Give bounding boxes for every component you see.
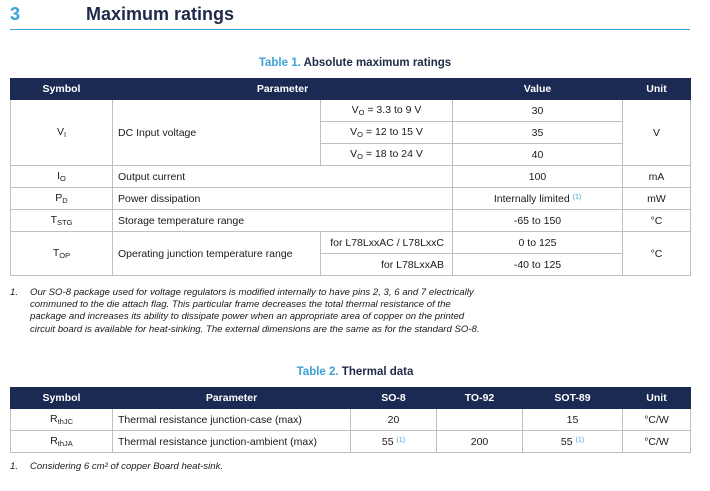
table-row: VO = 18 to 24 V 40: [11, 143, 691, 166]
table2-caption-text: Thermal data: [341, 366, 414, 378]
footnote-text: Considering 6 cm² of copper Board heat-s…: [30, 461, 224, 472]
io-parameter: Output current: [112, 165, 453, 188]
table1-caption-text: Absolute maximum ratings: [303, 57, 452, 69]
top-condition: for L78LxxAB: [320, 253, 453, 276]
table2-header-unit: Unit: [622, 387, 691, 409]
pd-parameter: Power dissipation: [112, 187, 453, 210]
rthjc-so8: 20: [350, 408, 437, 431]
rthja-parameter: Thermal resistance junction-ambient (max…: [112, 430, 351, 453]
table-row: PD Power dissipation Internally limited …: [10, 187, 691, 210]
footnote-number: 1.: [10, 287, 19, 298]
rthja-symbol: RthJA: [10, 430, 113, 453]
table2-caption-number: Table 2.: [296, 366, 339, 378]
section-header: 3 Maximum ratings: [10, 2, 690, 30]
rthjc-unit: °C/W: [622, 408, 691, 431]
table-row: TSTG Storage temperature range -65 to 15…: [10, 209, 691, 232]
table-row: RthJC Thermal resistance junction-case (…: [10, 408, 691, 431]
table1-header-parameter: Parameter: [112, 78, 453, 100]
table1-header-row: Symbol Parameter Value Unit: [10, 78, 691, 100]
top-symbol: TOP: [10, 231, 113, 276]
top-parameter: Operating junction temperature range: [112, 231, 321, 276]
rthjc-to92: [436, 408, 523, 431]
rthjc-sot89: 15: [522, 408, 623, 431]
table2-header-row: Symbol Parameter SO-8 TO-92 SOT-89 Unit: [10, 387, 691, 409]
vi-value: 35: [452, 121, 623, 144]
table2-footnote: 1. Considering 6 cm² of copper Board hea…: [10, 461, 610, 475]
table1-header-unit: Unit: [622, 78, 691, 100]
table2-header-so8: SO-8: [350, 387, 437, 409]
section-number: 3: [10, 4, 21, 24]
io-value: 100: [452, 165, 623, 188]
io-unit: mA: [622, 165, 691, 188]
table-row: TOP Operating junction temperature range…: [10, 231, 691, 276]
table2-header-sot89: SOT-89: [522, 387, 623, 409]
vi-value: 30: [452, 99, 623, 122]
table2-header-symbol: Symbol: [10, 387, 113, 409]
rthjc-parameter: Thermal resistance junction-case (max): [112, 408, 351, 431]
table-row: IO Output current 100 mA: [10, 165, 691, 188]
rthja-so8: 55 (1): [350, 430, 437, 453]
rthja-to92: 200: [436, 430, 523, 453]
table1-caption: Table 1. Absolute maximum ratings: [0, 57, 710, 69]
rthja-sot89: 55 (1): [522, 430, 623, 453]
io-symbol: IO: [10, 165, 113, 188]
footnote-text: Our SO-8 package used for voltage regula…: [30, 287, 480, 335]
absolute-max-ratings-table: Symbol Parameter Value Unit VI DC Input …: [10, 78, 691, 276]
table1-header-symbol: Symbol: [10, 78, 113, 100]
section-title: Maximum ratings: [86, 4, 235, 24]
pd-value: Internally limited (1): [452, 187, 623, 210]
vi-symbol: VI: [10, 99, 113, 166]
table1-header-value: Value: [452, 78, 623, 100]
tstg-symbol: TSTG: [10, 209, 113, 232]
footnote-ref: (1): [396, 436, 406, 444]
rthjc-symbol: RthJC: [10, 408, 113, 431]
table1-footnote: 1. Our SO-8 package used for voltage reg…: [10, 287, 610, 337]
thermal-data-table: Symbol Parameter SO-8 TO-92 SOT-89 Unit …: [10, 387, 691, 453]
footnote-ref: (1): [575, 436, 585, 444]
top-value: -40 to 125: [452, 253, 623, 276]
top-condition: for L78LxxAC / L78LxxC: [320, 231, 453, 254]
footnote-number: 1.: [10, 461, 19, 472]
table-row: VI DC Input voltage VO = 3.3 to 9 V 30 V: [10, 99, 691, 166]
tstg-unit: °C: [622, 209, 691, 232]
footnote-ref: (1): [572, 193, 582, 201]
table2-header-parameter: Parameter: [112, 387, 351, 409]
rthja-unit: °C/W: [622, 430, 691, 453]
vi-value: 40: [452, 143, 623, 166]
vi-condition: VO = 18 to 24 V: [320, 143, 453, 166]
pd-symbol: PD: [10, 187, 113, 210]
table1-caption-number: Table 1.: [258, 57, 301, 69]
table-row: RthJA Thermal resistance junction-ambien…: [10, 430, 691, 453]
pd-unit: mW: [622, 187, 691, 210]
top-value: 0 to 125: [452, 231, 623, 254]
top-unit: °C: [622, 231, 691, 276]
vi-unit: V: [622, 99, 691, 166]
vi-condition: VO = 3.3 to 9 V: [320, 99, 453, 122]
table-row: for L78LxxAB -40 to 125: [11, 253, 691, 276]
tstg-value: -65 to 150: [452, 209, 623, 232]
table2-header-to92: TO-92: [436, 387, 523, 409]
tstg-parameter: Storage temperature range: [112, 209, 453, 232]
vi-parameter: DC Input voltage: [112, 99, 321, 166]
vi-condition: VO = 12 to 15 V: [320, 121, 453, 144]
table2-caption: Table 2. Thermal data: [0, 366, 710, 378]
